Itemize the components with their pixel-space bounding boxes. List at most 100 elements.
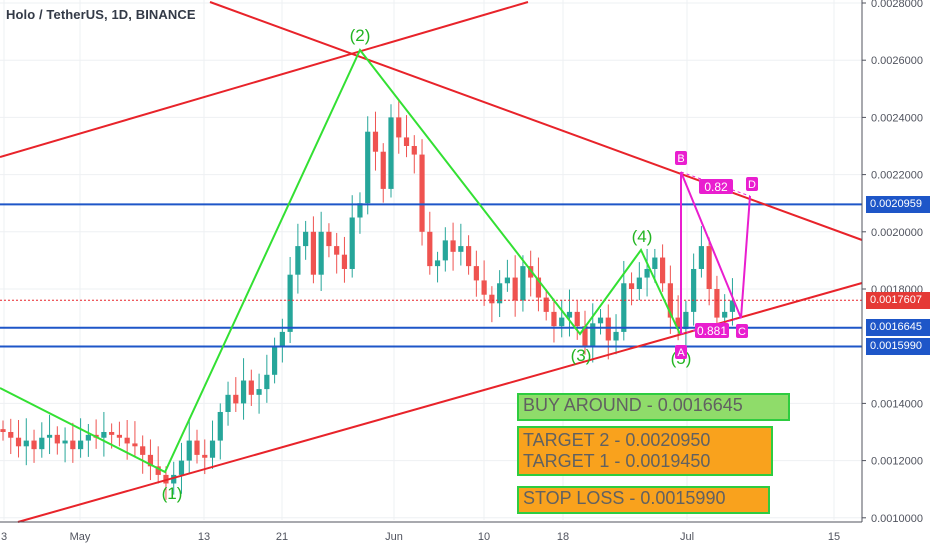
candle-body — [411, 146, 417, 155]
candle-body — [256, 389, 262, 395]
x-tick-label: 13 — [198, 531, 210, 543]
candle — [535, 257, 542, 312]
candle-body — [248, 380, 254, 395]
candle — [403, 115, 410, 158]
candle-body — [388, 117, 394, 189]
target2-label: TARGET 2 - 0.0020950 — [523, 430, 711, 450]
candle-body — [458, 246, 464, 252]
stop-loss-annotation: STOP LOSS - 0.0015990 — [517, 486, 770, 514]
candle-body — [116, 434, 122, 438]
candle — [613, 314, 619, 355]
candle-body — [349, 217, 355, 269]
candle — [240, 358, 247, 420]
candle-body — [675, 317, 681, 330]
candle — [93, 419, 99, 449]
candle-body — [178, 460, 185, 475]
candle — [729, 278, 736, 326]
candle-body — [621, 283, 627, 332]
upper-channel-line — [0, 1, 529, 158]
candle — [497, 270, 503, 318]
candle-body — [23, 440, 29, 447]
wave-label: (4) — [632, 227, 653, 246]
candle-body — [31, 440, 37, 450]
y-tick-label: 0.0022000 — [871, 170, 923, 182]
candle-body — [295, 246, 301, 275]
candle — [349, 195, 355, 278]
wave-label: (3) — [571, 346, 592, 365]
candle — [209, 420, 216, 469]
ratio-box — [695, 323, 729, 338]
candle-body — [729, 300, 736, 312]
candle — [334, 232, 340, 274]
axes: 0.0028000 0.0026000 0.0024000 0.0022000 0.00… — [0, 0, 923, 543]
candle — [365, 116, 371, 215]
candle-body — [535, 277, 542, 298]
candle-body — [543, 297, 549, 312]
candle-body — [380, 151, 386, 189]
candle — [70, 422, 76, 463]
wave-label: (2) — [350, 26, 371, 45]
candle-body — [264, 374, 270, 390]
candle — [186, 418, 192, 475]
target1-label: TARGET 1 - 0.0019450 — [523, 451, 711, 471]
candle — [0, 420, 6, 441]
candle-body — [520, 266, 526, 301]
candle-body — [613, 331, 619, 341]
candle — [698, 226, 704, 278]
candle — [458, 223, 464, 266]
candle — [248, 369, 254, 406]
candle-body — [403, 137, 410, 146]
candle-body — [582, 326, 588, 347]
candle — [434, 251, 441, 283]
candle — [54, 426, 60, 455]
pattern-point-label: B — [677, 153, 684, 165]
candle-body — [551, 311, 557, 327]
candle — [450, 222, 456, 271]
candle-body — [683, 311, 689, 330]
candle-body — [54, 434, 60, 444]
chart-title: Holo / TetherUS, 1D, BINANCE — [6, 7, 196, 22]
pattern-point-label: D — [748, 179, 756, 191]
candle — [272, 337, 278, 384]
candle — [341, 236, 348, 283]
candle — [78, 418, 84, 458]
candle-body — [574, 311, 580, 327]
candle-body — [101, 432, 107, 438]
trend-lines — [0, 1, 863, 523]
targets-annotation: TARGET 2 - 0.0020950 TARGET 1 - 0.001945… — [517, 426, 773, 476]
candle-body — [85, 434, 91, 441]
candle — [388, 104, 394, 198]
candle — [256, 373, 262, 414]
abcd-pattern: A B C D 0.82 0.881 — [675, 151, 758, 359]
candle — [318, 211, 324, 292]
candle-body — [450, 240, 456, 252]
candle — [31, 429, 37, 463]
candle-body — [46, 434, 53, 438]
candle-body — [442, 240, 448, 261]
x-tick-label: Jul — [680, 531, 694, 543]
candle — [357, 192, 363, 234]
price-label-box: 0.0020959 — [866, 195, 930, 213]
candle-body — [396, 117, 402, 138]
candle — [566, 289, 573, 337]
candle — [194, 429, 200, 464]
candle — [442, 227, 448, 272]
candle-body — [186, 440, 192, 461]
candle-body — [605, 317, 611, 341]
candle — [597, 309, 604, 335]
ascending-support-line — [17, 282, 863, 523]
candle-body — [590, 323, 596, 347]
candle — [411, 135, 417, 174]
candle-body — [722, 311, 728, 318]
candle-body — [326, 231, 332, 247]
candle-body — [504, 277, 510, 284]
pattern-point-c — [736, 324, 748, 338]
candle — [217, 403, 223, 460]
candle — [543, 289, 549, 321]
candle-body — [147, 454, 154, 467]
candle-body — [427, 231, 433, 267]
y-tick-label: 0.0028000 — [871, 0, 923, 10]
candle-body — [566, 311, 573, 318]
candle-body — [497, 283, 503, 304]
